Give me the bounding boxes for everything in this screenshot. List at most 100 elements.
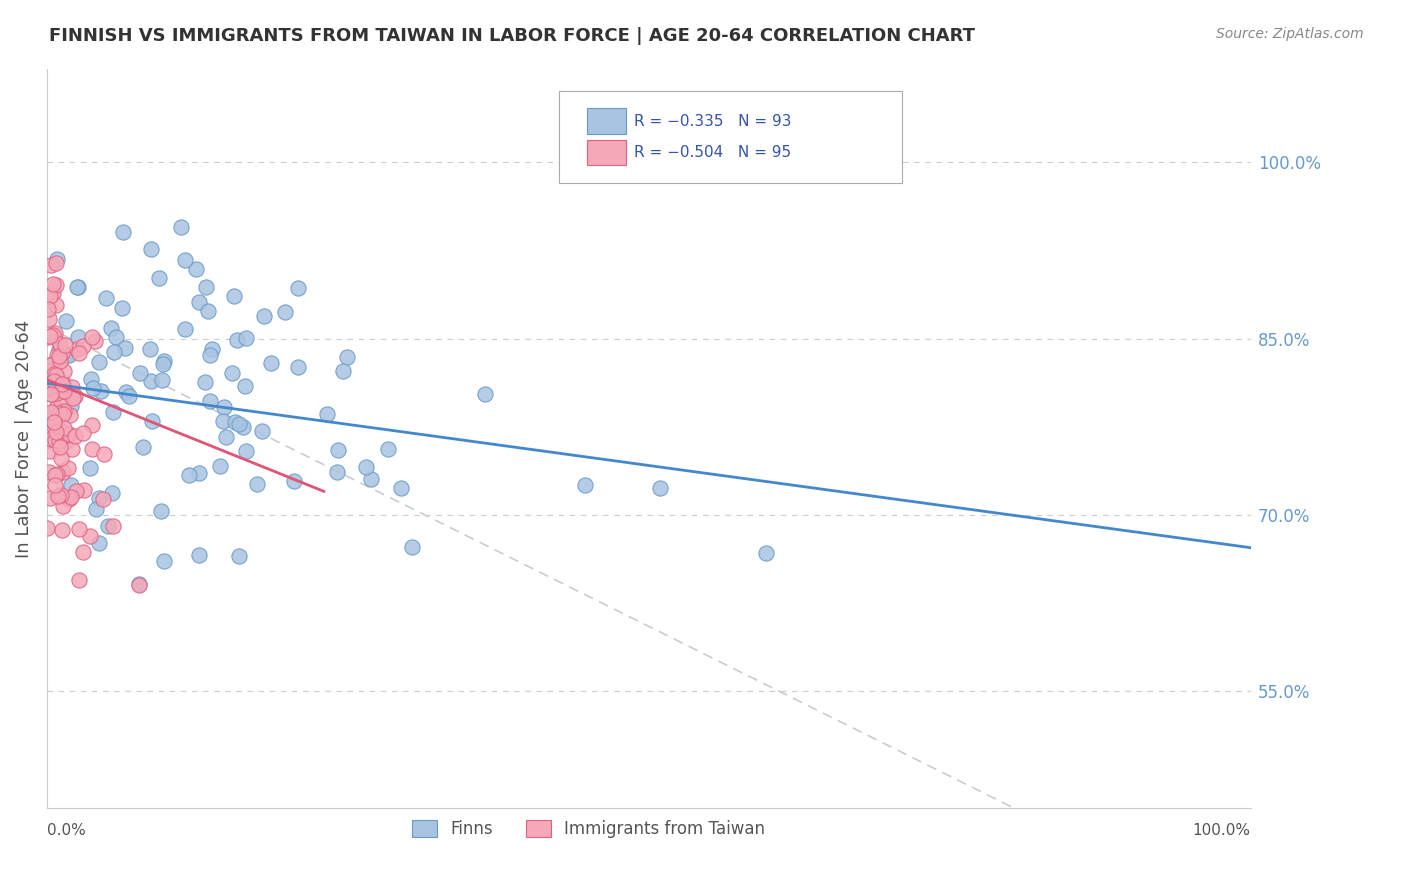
Finns [283, 474, 305, 488]
Immigrants from Taiwan [67, 346, 90, 360]
Text: R = −0.504   N = 95: R = −0.504 N = 95 [634, 145, 792, 161]
Finns [228, 417, 250, 432]
Finns [224, 288, 246, 302]
Finns [114, 384, 136, 399]
Finns [60, 399, 83, 413]
Finns [228, 549, 250, 564]
Immigrants from Taiwan [39, 386, 62, 401]
Finns [79, 372, 101, 386]
Immigrants from Taiwan [45, 256, 67, 270]
Finns [87, 491, 110, 505]
Immigrants from Taiwan [51, 376, 73, 391]
Immigrants from Taiwan [39, 359, 62, 374]
Immigrants from Taiwan [48, 406, 70, 420]
Immigrants from Taiwan [38, 381, 60, 395]
Immigrants from Taiwan [79, 529, 101, 543]
Immigrants from Taiwan [55, 434, 77, 448]
Finns [260, 356, 283, 370]
Finns [326, 465, 349, 479]
Immigrants from Taiwan [52, 465, 75, 479]
Immigrants from Taiwan [42, 328, 65, 343]
Finns [141, 414, 163, 428]
Finns [287, 281, 309, 295]
Finns [66, 280, 89, 294]
Text: 0.0%: 0.0% [46, 823, 86, 838]
Finns [246, 477, 269, 491]
Finns [66, 280, 89, 294]
Immigrants from Taiwan [41, 357, 63, 371]
Finns [224, 415, 246, 429]
Finns [128, 577, 150, 591]
Finns [148, 271, 170, 285]
Immigrants from Taiwan [84, 334, 107, 348]
Immigrants from Taiwan [42, 417, 65, 432]
Text: R = −0.335   N = 93: R = −0.335 N = 93 [634, 113, 792, 128]
Immigrants from Taiwan [39, 289, 62, 303]
Finns [152, 354, 174, 368]
Immigrants from Taiwan [48, 337, 70, 351]
Finns [152, 357, 174, 371]
Immigrants from Taiwan [82, 417, 104, 432]
Immigrants from Taiwan [38, 358, 60, 372]
Finns [194, 376, 217, 390]
Immigrants from Taiwan [72, 426, 94, 441]
Immigrants from Taiwan [45, 467, 67, 481]
Finns [150, 373, 173, 387]
Finns [82, 381, 104, 395]
Immigrants from Taiwan [53, 337, 76, 351]
Immigrants from Taiwan [45, 278, 67, 293]
Finns [474, 386, 496, 401]
Immigrants from Taiwan [44, 416, 66, 430]
Immigrants from Taiwan [42, 367, 65, 381]
Finns [187, 295, 209, 310]
Immigrants from Taiwan [38, 444, 60, 458]
Finns [250, 425, 273, 439]
Finns [55, 348, 77, 362]
Finns [97, 519, 120, 533]
Finns [328, 442, 350, 457]
Immigrants from Taiwan [72, 339, 94, 353]
Immigrants from Taiwan [51, 346, 73, 360]
Finns [128, 366, 150, 380]
Immigrants from Taiwan [60, 380, 83, 394]
Text: FINNISH VS IMMIGRANTS FROM TAIWAN IN LABOR FORCE | AGE 20-64 CORRELATION CHART: FINNISH VS IMMIGRANTS FROM TAIWAN IN LAB… [49, 27, 976, 45]
Immigrants from Taiwan [38, 364, 60, 378]
Finns [198, 348, 221, 362]
FancyBboxPatch shape [588, 109, 626, 134]
Immigrants from Taiwan [38, 465, 60, 479]
Immigrants from Taiwan [56, 460, 79, 475]
Finns [389, 482, 412, 496]
Immigrants from Taiwan [45, 401, 67, 415]
Finns [45, 252, 67, 266]
Immigrants from Taiwan [52, 407, 75, 421]
Immigrants from Taiwan [38, 329, 60, 343]
Finns [60, 478, 83, 492]
Finns [149, 504, 172, 518]
Finns [221, 366, 243, 380]
Immigrants from Taiwan [55, 384, 77, 399]
Finns [67, 329, 90, 343]
Immigrants from Taiwan [59, 408, 82, 422]
Immigrants from Taiwan [39, 259, 62, 273]
Finns [103, 345, 125, 359]
Immigrants from Taiwan [72, 545, 94, 559]
Immigrants from Taiwan [45, 368, 67, 382]
Immigrants from Taiwan [46, 489, 69, 503]
Immigrants from Taiwan [128, 578, 150, 592]
Finns [650, 481, 672, 495]
Immigrants from Taiwan [39, 387, 62, 401]
Finns [139, 242, 162, 256]
Immigrants from Taiwan [38, 311, 60, 326]
Immigrants from Taiwan [37, 301, 59, 316]
Immigrants from Taiwan [52, 421, 75, 435]
Immigrants from Taiwan [52, 376, 75, 390]
Finns [114, 341, 136, 355]
Finns [174, 322, 197, 336]
Immigrants from Taiwan [39, 405, 62, 419]
Immigrants from Taiwan [67, 522, 90, 536]
Finns [132, 440, 155, 454]
Immigrants from Taiwan [58, 491, 80, 506]
Immigrants from Taiwan [52, 500, 75, 514]
Immigrants from Taiwan [101, 518, 124, 533]
Immigrants from Taiwan [58, 427, 80, 442]
